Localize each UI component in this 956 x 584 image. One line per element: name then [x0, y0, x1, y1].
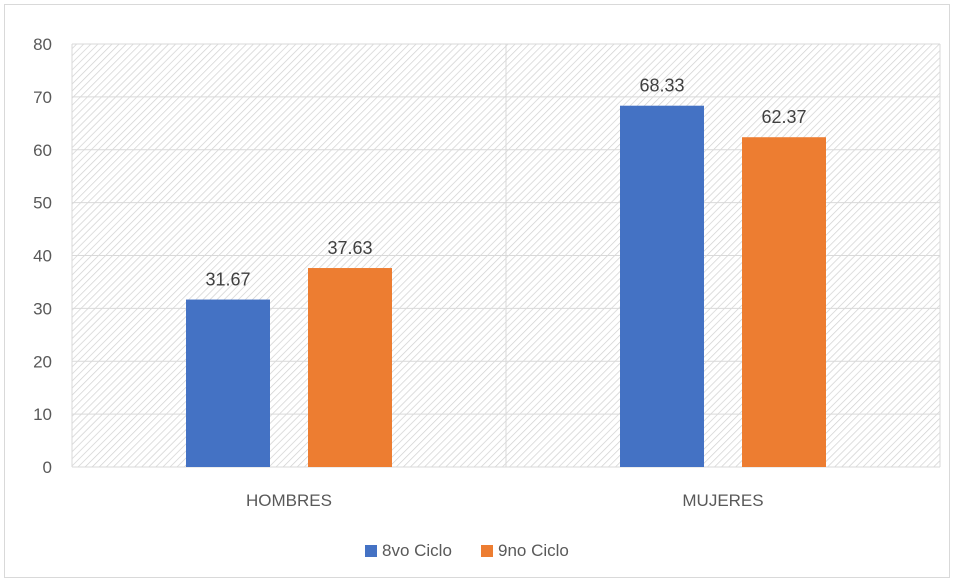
y-tick-label: 30	[33, 299, 52, 318]
data-labels: 31.67 37.63 68.33 62.37	[205, 76, 806, 290]
legend-label: 8vo Ciclo	[382, 541, 452, 560]
y-tick-label: 50	[33, 194, 52, 213]
legend: 8vo Ciclo 9no Ciclo	[365, 541, 569, 560]
bar-8vo-ciclo-mujeres	[620, 105, 704, 467]
data-label: 68.33	[639, 76, 684, 96]
y-tick-label: 10	[33, 405, 52, 424]
y-tick-label: 80	[33, 35, 52, 54]
y-tick-label: 20	[33, 352, 52, 371]
legend-swatch	[481, 545, 493, 557]
x-category-label: MUJERES	[682, 491, 763, 510]
x-axis-category-labels: HOMBRES MUJERES	[246, 491, 764, 510]
legend-label: 9no Ciclo	[498, 541, 569, 560]
bar-9no-ciclo-mujeres	[742, 137, 826, 467]
data-label: 37.63	[327, 238, 372, 258]
x-category-label: HOMBRES	[246, 491, 332, 510]
bar-9no-ciclo-hombres	[308, 268, 392, 467]
legend-swatch	[365, 545, 377, 557]
y-tick-label: 0	[43, 458, 52, 477]
y-tick-label: 60	[33, 141, 52, 160]
y-tick-label: 70	[33, 88, 52, 107]
data-label: 62.37	[761, 107, 806, 127]
bars	[186, 105, 826, 467]
y-tick-label: 40	[33, 247, 52, 266]
y-axis-tick-labels: 0 10 20 30 40 50 60 70 80	[33, 35, 52, 477]
bar-8vo-ciclo-hombres	[186, 299, 270, 467]
data-label: 31.67	[205, 270, 250, 290]
